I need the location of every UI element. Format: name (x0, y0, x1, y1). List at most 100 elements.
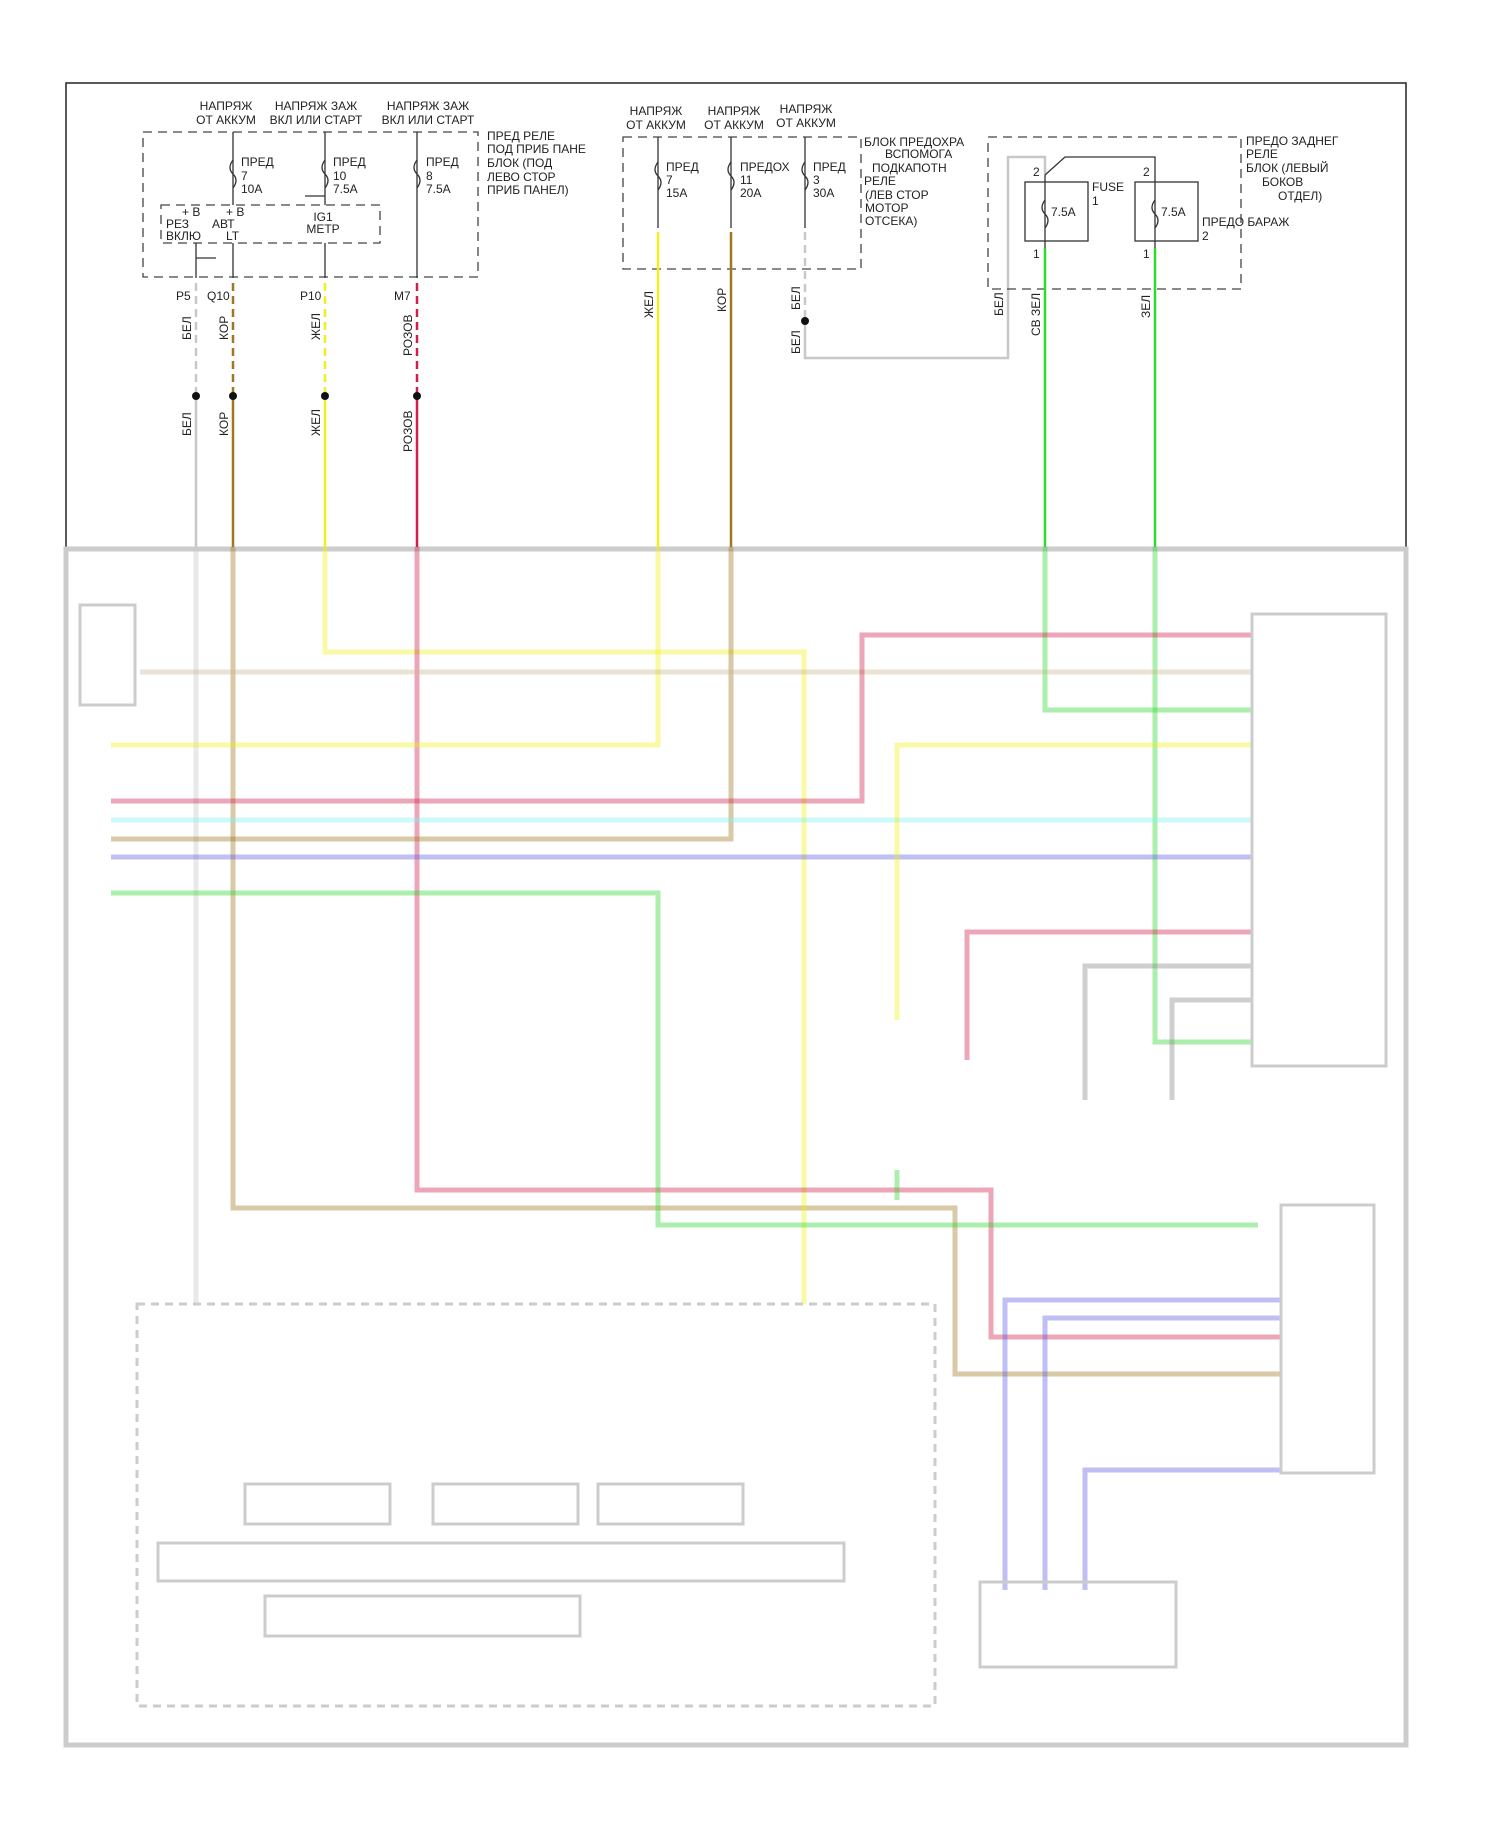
diagram-label: ОТДЕЛ) (1278, 189, 1322, 203)
diagram-label: ПРЕД (666, 160, 699, 174)
diagram-label: 7.5A (1161, 205, 1186, 219)
diagram-label: ЖЕЛ (309, 409, 323, 436)
diagram-shape (987, 136, 1242, 290)
diagram-shape (263, 1594, 582, 1638)
diagram-shape (431, 1482, 580, 1526)
diagram-label: ПОД ПРИБ ПАНЕ (487, 142, 586, 156)
diagram-label: ПРЕД РЕЛЕ (487, 129, 555, 143)
diagram-label: КОР (217, 316, 231, 340)
diagram-label: IG1 (313, 210, 333, 224)
supply-label: ВКЛ ИЛИ СТАРТ (270, 113, 363, 127)
supply-label: ВКЛ ИЛИ СТАРТ (382, 113, 475, 127)
wire (230, 547, 1281, 1377)
diagram-label: ВКЛЮ (166, 229, 201, 243)
diagram-label: 1 (1143, 247, 1150, 261)
diagram-label: МОТОР (865, 201, 908, 215)
wire (1042, 547, 1252, 713)
diagram-shape (1024, 181, 1089, 242)
diagram-label: FUSE (1092, 180, 1124, 194)
diagram-shape (978, 1580, 1178, 1669)
wire (1043, 248, 1157, 547)
wire (894, 742, 1252, 1020)
connector-label: M7 (394, 289, 411, 303)
diagram-label: 3 (813, 173, 820, 187)
wire (1002, 1297, 1281, 1590)
diagram-label: 2 (1033, 165, 1040, 179)
diagram-shape (229, 392, 237, 400)
wire (111, 547, 734, 842)
diagram-shape (1279, 1203, 1376, 1475)
diagram-label: БЕЛ (789, 330, 803, 354)
diagram-label: ЖЕЛ (309, 313, 323, 340)
diagram-label: АВТ (212, 217, 235, 231)
diagram-label: БЕЛ (180, 316, 194, 340)
diagram-label: 7 (666, 173, 673, 187)
diagram-label: РЕЛЕ (1246, 147, 1278, 161)
diagram-shape (156, 1541, 846, 1583)
wire (322, 547, 807, 1304)
diagram-label: БЛОК ПРЕДОХРА (864, 135, 964, 149)
diagram-label: РОЗОВ (401, 314, 415, 356)
diagram-label: ПОДКАПОТН (872, 161, 947, 175)
diagram-label: РЕЗ (166, 217, 189, 231)
connector-label: P10 (300, 289, 322, 303)
diagram-label: ПРЕД (426, 155, 459, 169)
diagram-shape (622, 136, 862, 270)
wire (964, 929, 1252, 1060)
diagram-label: 8 (426, 169, 433, 183)
diagram-label: ОТ АККУМ (626, 118, 686, 132)
diagram-label: КОР (217, 412, 231, 436)
diagram-label: 20A (740, 186, 761, 200)
diagram-shape (1250, 612, 1388, 1068)
diagram-label: 10A (241, 182, 262, 196)
diagram-label: ЖЕЛ (642, 291, 656, 318)
diagram-label: 1 (1092, 194, 1099, 208)
diagram-shape (195, 132, 418, 278)
diagram-shape (135, 1302, 937, 1708)
fuse-block-instrument-panel: НАПРЯЖ ОТ АККУМ НАПРЯЖ ЗАЖ ВКЛ ИЛИ СТАРТ… (142, 99, 586, 303)
diagram-shape (321, 392, 329, 400)
diagram-shape (413, 392, 421, 400)
diagram-label: ОТ АККУМ (776, 116, 836, 130)
diagram-label: ПРЕД (241, 155, 274, 169)
diagram-label: ЗЕЛ (1139, 295, 1153, 318)
diagram-label: LT (226, 229, 240, 243)
diagram-label: БЕЛ (789, 286, 803, 310)
connector-label: P5 (176, 289, 191, 303)
diagram-label: БЕЛ (180, 412, 194, 436)
diagram-shape (243, 1482, 392, 1526)
diagram-shape (192, 392, 200, 400)
diagram-label: 15A (666, 186, 687, 200)
supply-label: ОТ АККУМ (196, 113, 256, 127)
wire (1152, 547, 1252, 1045)
diagram-label: 7.5A (333, 182, 358, 196)
diagram-label: 10 (333, 169, 347, 183)
diagram-label: 7 (241, 169, 248, 183)
supply-label: НАПРЯЖ ЗАЖ (387, 99, 469, 113)
diagram-frame (65, 82, 1407, 547)
diagram-label: БОКОВ (1262, 175, 1303, 189)
diagram-label: МЕТР (306, 222, 339, 236)
diagram-shape (657, 137, 806, 228)
diagram-label: ПРИБ ПАНЕЛ) (487, 183, 569, 197)
diagram-label: ОТСЕКА) (865, 214, 917, 228)
supply-label: НАПРЯЖ (200, 99, 253, 113)
diagram-label: ВСПОМОГА (885, 147, 952, 161)
diagram-label: КОР (715, 288, 729, 312)
connector-label: Q10 (207, 289, 230, 303)
diagram-label: 7.5A (1051, 205, 1076, 219)
diagram-label: БЛОК (ЛЕВЫЙ (1246, 160, 1329, 175)
diagram-label: СВ ЗЕЛ (1029, 293, 1043, 336)
wire (414, 547, 1281, 1340)
diagram-label: + B (226, 205, 244, 219)
diagram-label: РОЗОВ (401, 410, 415, 452)
diagram-label: 11 (740, 173, 753, 187)
diagram-shape (192, 392, 421, 400)
diagram-label: ЛЕВО СТОР (487, 170, 556, 184)
diagram-shape (160, 204, 381, 244)
wire (803, 155, 1047, 360)
fuse-icon (654, 161, 809, 191)
supply-label: НАПРЯЖ ЗАЖ (275, 99, 357, 113)
